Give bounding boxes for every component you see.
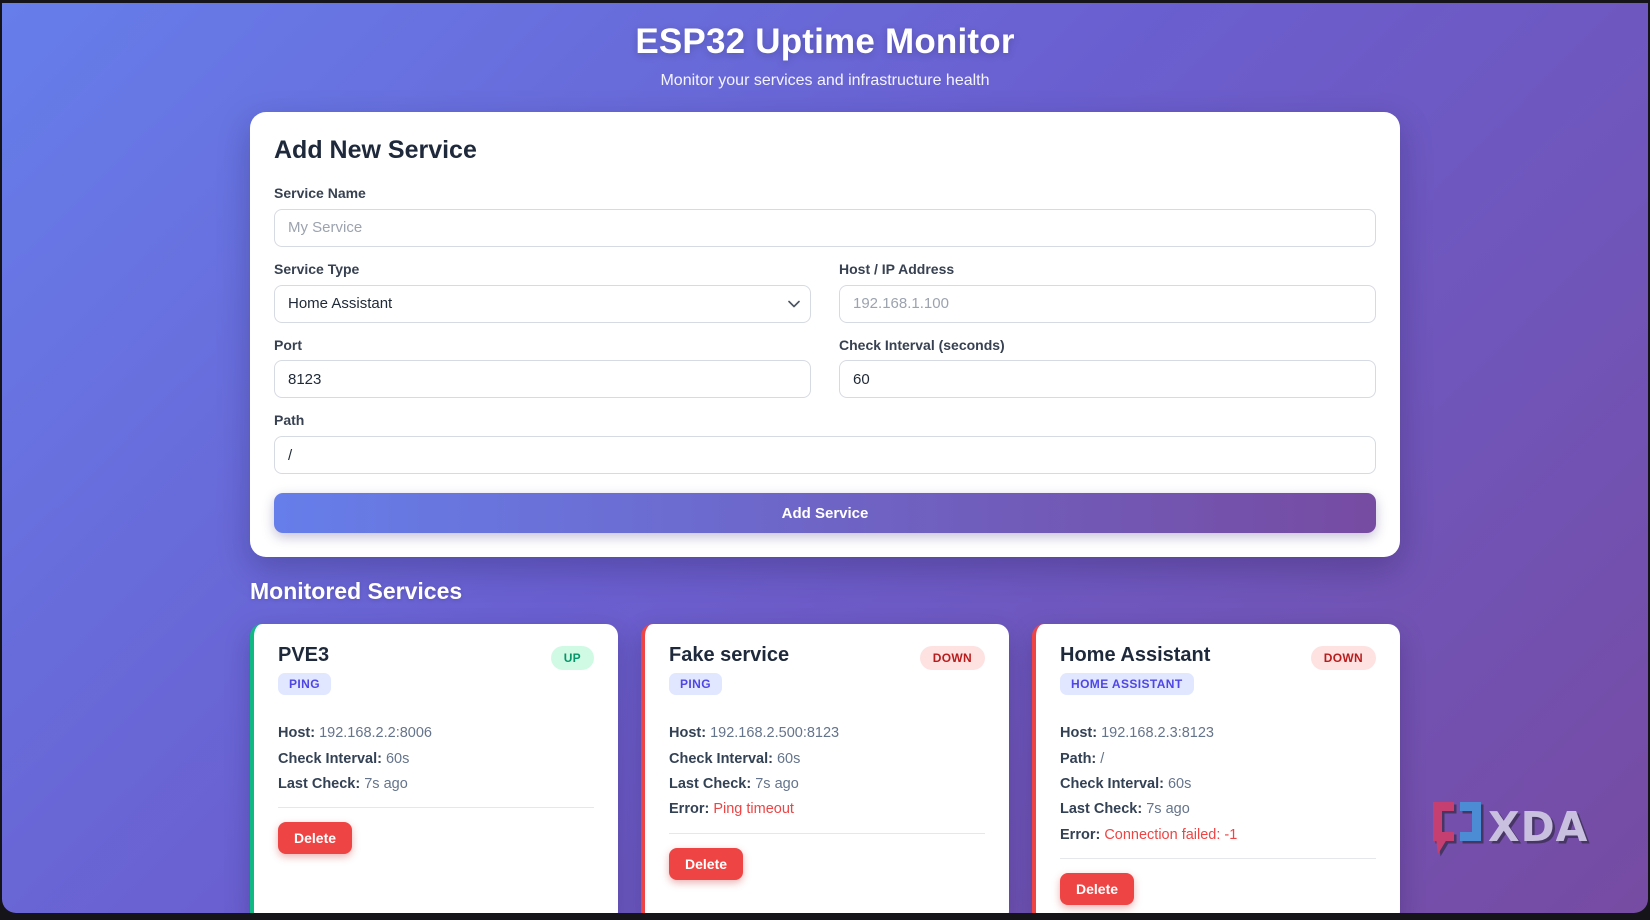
check-interval-group: Check Interval (seconds) [839,337,1376,399]
path-row: Path [274,412,1376,475]
service-type-select[interactable]: Home Assistant [274,284,811,323]
delete-button[interactable]: Delete [669,847,744,880]
service-type-badge: PING [278,673,331,696]
info-row: Last Check: 7s ago [669,776,985,793]
add-service-card: Add New Service Service Name Service Typ… [250,112,1400,558]
info-label: Check Interval: [278,750,382,767]
service-card-header: Home Assistant HOME ASSISTANT DOWN [1060,644,1376,696]
info-label: Check Interval: [669,750,773,767]
host-input[interactable] [839,284,1376,323]
info-row: Path: / [1060,751,1376,768]
port-group: Port [274,337,811,399]
service-type-badge: HOME ASSISTANT [1060,673,1194,696]
service-name: PVE3 [278,644,330,667]
info-label: Error: [1060,826,1101,843]
info-row: Host: 192.168.2.2:8006 [278,725,594,742]
info-row: Check Interval: 60s [278,751,594,768]
host-label: Host / IP Address [839,260,955,277]
divider [669,832,985,834]
service-name-input[interactable] [274,208,1376,247]
bracket-open-icon [1433,802,1454,854]
services-grid: PVE3 PING UP Host: 192.168.2.2:8006 Check… [250,624,1400,913]
status-badge: DOWN [1310,646,1376,671]
info-value: 7s ago [1142,801,1190,818]
path-input[interactable] [274,436,1376,475]
monitored-services-heading: Monitored Services [250,578,463,605]
error-value: Connection failed: -1 [1100,826,1238,843]
info-label: Host: [278,725,316,742]
info-label: Last Check: [1060,801,1143,818]
service-info: Host: 192.168.2.3:8123 Path: / Check Inter… [1060,725,1376,844]
service-info: Host: 192.168.2.500:8123 Check Interval: … [669,725,985,819]
info-value: 192.168.2.2:8006 [315,725,432,742]
service-card: Fake service PING DOWN Host: 192.168.2.5… [641,624,1009,913]
info-label: Check Interval: [1060,775,1164,792]
main-container: Add New Service Service Name Service Typ… [250,112,1400,913]
info-row: Check Interval: 60s [1060,776,1376,793]
info-value: 7s ago [360,775,408,792]
info-value: 192.168.2.500:8123 [706,725,840,742]
service-type-select-wrap: Home Assistant [274,284,811,323]
info-label: Error: [669,801,710,818]
info-value: 60s [381,750,410,767]
delete-button[interactable]: Delete [278,822,353,855]
service-card-titles: PVE3 PING [278,644,331,696]
page-subtitle: Monitor your services and infrastructure… [660,72,990,89]
info-label: Last Check: [669,775,752,792]
service-card-titles: Home Assistant HOME ASSISTANT [1060,644,1211,696]
info-row: Host: 192.168.2.500:8123 [669,725,985,742]
xda-text: XDA [1488,803,1588,851]
port-input[interactable] [274,360,811,399]
info-label: Path: [1060,750,1097,767]
error-value: Ping timeout [709,801,794,818]
divider [278,807,594,809]
app-header: ESP32 Uptime Monitor Monitor your servic… [2,3,1648,90]
xda-text-shadow: XDA [1491,806,1591,854]
check-interval-input[interactable] [839,360,1376,399]
service-name: Fake service [669,644,790,667]
info-row: Last Check: 7s ago [1060,801,1376,818]
host-group: Host / IP Address [839,261,1376,323]
info-value: 192.168.2.3:8123 [1097,725,1214,742]
service-type-badge: PING [669,673,722,696]
page-title: ESP32 Uptime Monitor [635,22,1015,61]
service-card: PVE3 PING UP Host: 192.168.2.2:8006 Check… [250,624,618,913]
delete-button[interactable]: Delete [1060,873,1135,906]
divider [1060,858,1376,860]
info-value: 7s ago [751,775,799,792]
service-info: Host: 192.168.2.2:8006 Check Interval: 60… [278,725,594,793]
service-card-header: Fake service PING DOWN [669,644,985,696]
bracket-close-icon [1460,802,1481,841]
info-row: Error: Connection failed: -1 [1060,827,1376,844]
xda-watermark-logo: XDA XDA [1433,802,1591,857]
service-type-group: Service Type Home Assistant [274,261,811,323]
service-type-label: Service Type [274,260,360,277]
info-value: / [1096,750,1105,767]
info-row: Error: Ping timeout [669,801,985,818]
info-row: Last Check: 7s ago [278,776,594,793]
path-label: Path [274,412,305,429]
status-badge: DOWN [919,646,985,671]
info-value: 60s [1163,775,1192,792]
add-service-button[interactable]: Add Service [274,493,1376,534]
service-card-header: PVE3 PING UP [278,644,594,696]
info-label: Host: [669,725,707,742]
info-label: Last Check: [278,775,361,792]
check-interval-label: Check Interval (seconds) [839,336,1005,353]
status-badge: UP [550,646,594,671]
add-service-heading: Add New Service [274,136,477,164]
service-name: Home Assistant [1060,644,1211,667]
info-label: Host: [1060,725,1098,742]
info-value: 60s [772,750,801,767]
info-row: Check Interval: 60s [669,751,985,768]
service-card: Home Assistant HOME ASSISTANT DOWN Host:… [1032,624,1400,913]
info-row: Host: 192.168.2.3:8123 [1060,725,1376,742]
service-name-label: Service Name [274,185,366,201]
service-card-titles: Fake service PING [669,644,790,696]
app-background: ESP32 Uptime Monitor Monitor your servic… [2,3,1648,913]
service-name-row: Service Name [274,185,1376,247]
port-label: Port [274,336,302,353]
